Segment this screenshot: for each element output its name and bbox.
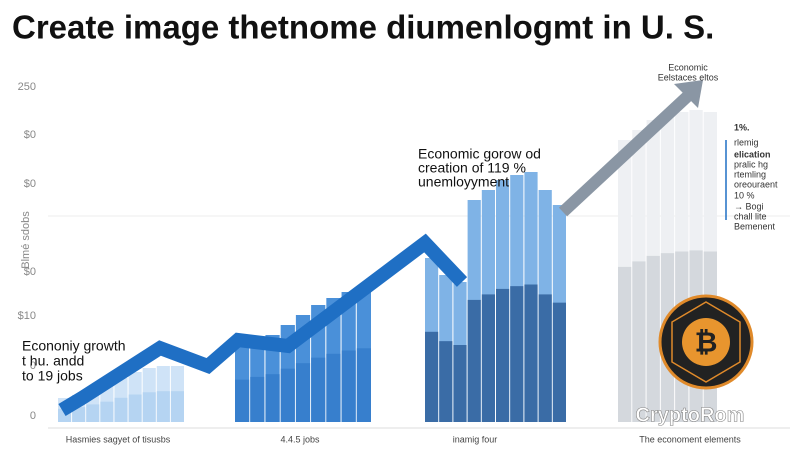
annotation: Economic [668, 62, 708, 72]
bar-shade [341, 350, 356, 422]
x-label: inamig four [453, 434, 498, 444]
annotation: oreouraent [734, 179, 778, 189]
bar-shade [618, 266, 632, 422]
bar-shade [128, 394, 142, 422]
y-tick-label: 0 [30, 410, 36, 422]
annotation: to 19 jobs [22, 368, 83, 384]
growth-arrow [58, 233, 468, 417]
bar-shade [467, 299, 481, 422]
bar-shade [235, 379, 250, 422]
coin-symbol: ₿ [695, 326, 718, 357]
bar-shade [496, 288, 510, 422]
bar-shade [481, 294, 495, 422]
annotation: chall lite [734, 211, 767, 221]
bar-shade [142, 392, 156, 422]
x-label: Hasmies sagyet of tisusbs [66, 434, 171, 444]
bar-shade [538, 294, 552, 422]
annotation: Economic gorow od [418, 146, 541, 162]
y-tick-label: $0 [24, 178, 36, 190]
bar-shade [524, 284, 538, 422]
annotation: Bemenent [734, 221, 776, 231]
watermark: CryptoRom [636, 404, 745, 426]
bar-shade [72, 407, 86, 422]
annotation: unemloyyment [418, 174, 509, 190]
coin-icon: ₿ [658, 294, 754, 390]
annotation: 10 % [734, 190, 755, 200]
title: Create image thetnome diumenlogmt in U. … [12, 9, 714, 46]
bar-shade [100, 401, 114, 422]
bar-shade [632, 261, 646, 422]
x-label: 4.4.5 jobs [280, 434, 320, 444]
bar-shade [295, 363, 311, 422]
bar-shade [646, 255, 660, 422]
bar-shade [156, 391, 170, 422]
annotation: creation of 119 % [418, 160, 526, 176]
annotation: Econoniy growth [22, 338, 126, 354]
bar-shade [86, 404, 100, 422]
y-axis-label: Blmé sdobs [20, 211, 32, 269]
bar-shade [250, 376, 265, 422]
x-label: The economent elements [639, 434, 741, 444]
bar-shade [510, 286, 524, 422]
bar-shade [280, 368, 295, 422]
annotation: 1%. [734, 122, 750, 132]
bar-shade [425, 331, 439, 422]
annotation: elication [734, 149, 771, 159]
y-tick-label: $10 [18, 310, 36, 322]
annotation: Eelstaces eltos [658, 72, 719, 82]
bar-shade [170, 391, 184, 422]
coin-center [682, 318, 730, 366]
bar-shade [552, 302, 566, 422]
bar-shade [356, 348, 371, 422]
y-tick-label: 0 [30, 360, 36, 372]
annotation: → Bogi [734, 201, 764, 211]
annotation: t hu. andd [22, 353, 84, 369]
bar-groups [58, 110, 717, 422]
bar-shade [311, 357, 326, 422]
bar-shade [453, 345, 467, 422]
trend-arrow [558, 89, 695, 217]
bar-shade [265, 374, 280, 422]
y-tick-label: $0 [24, 266, 36, 278]
annotation: rlemig [734, 137, 759, 147]
coin-pattern [671, 301, 741, 383]
annotation: rtemling [734, 169, 766, 179]
bar-shade [439, 341, 453, 422]
bar-shade [114, 397, 128, 422]
arrow-head [674, 80, 703, 108]
annotation: pralic hg [734, 159, 768, 169]
y-tick-label: 250 [18, 81, 36, 93]
y-tick-label: $0 [24, 129, 36, 141]
bar-shade [326, 353, 341, 422]
